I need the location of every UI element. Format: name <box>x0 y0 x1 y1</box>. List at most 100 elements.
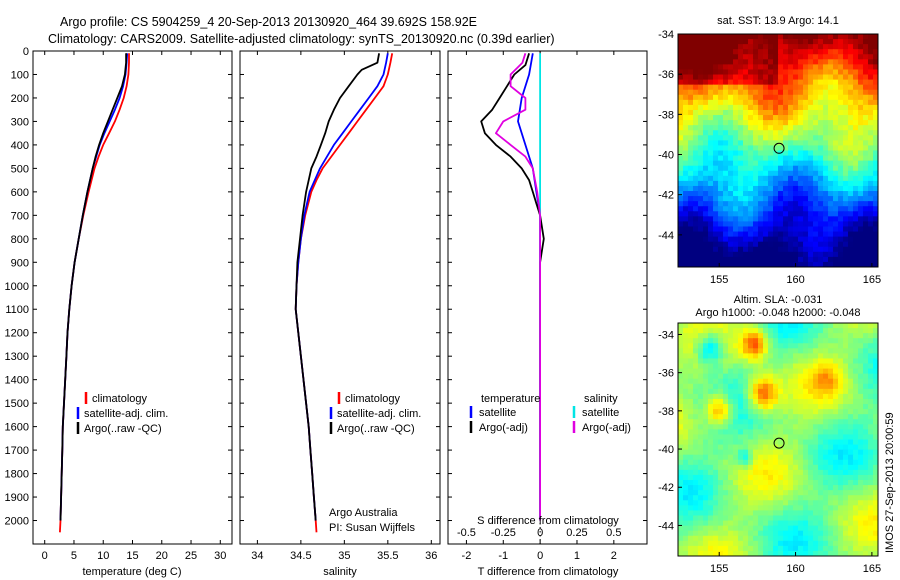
map-cell <box>698 550 704 556</box>
map-cell <box>678 500 684 506</box>
map-cell <box>788 201 794 207</box>
map-cell <box>748 201 754 207</box>
map-cell <box>738 145 744 152</box>
map-cell <box>713 175 719 182</box>
map-cell <box>698 348 704 354</box>
map-cell <box>703 160 709 167</box>
map-cell <box>698 165 704 172</box>
map-cell <box>683 474 689 481</box>
legend-climatology: climatology <box>345 393 401 405</box>
map-cell <box>763 323 769 329</box>
map-cell <box>798 424 804 430</box>
map-cell <box>723 94 729 101</box>
map-cell <box>858 94 864 101</box>
map-cell <box>768 383 774 390</box>
map-cell <box>703 383 709 390</box>
map-cell <box>808 424 814 430</box>
map-cell <box>738 34 744 40</box>
map-cell <box>793 469 799 476</box>
map-cell <box>683 251 689 258</box>
map-cell <box>693 89 699 96</box>
map-cell <box>863 474 869 481</box>
map-cell <box>753 140 759 147</box>
map-cell <box>868 150 874 157</box>
map-cell <box>778 246 784 253</box>
map-cell <box>818 454 824 461</box>
map-cell <box>773 535 779 542</box>
map-cell <box>793 79 799 86</box>
map-cell <box>738 454 744 461</box>
map-cell <box>848 485 854 491</box>
map-cell <box>703 343 709 349</box>
map-cell <box>708 515 714 522</box>
map-cell <box>818 49 824 55</box>
map-cell <box>868 115 874 121</box>
map-cell <box>678 363 684 370</box>
map-cell <box>703 109 709 116</box>
map-cell <box>843 185 849 192</box>
map-cell <box>768 348 774 354</box>
map-cell <box>833 434 839 441</box>
map-cell <box>728 54 734 60</box>
map-cell <box>848 196 854 202</box>
map-cell <box>823 495 829 501</box>
map-cell <box>703 429 709 436</box>
map-cell <box>863 44 869 50</box>
temperature-plot-frame <box>32 50 233 545</box>
y-tick-label: 600 <box>11 187 29 199</box>
map-cell <box>833 505 839 512</box>
map-cell <box>848 520 854 527</box>
map-cell <box>763 429 769 436</box>
map-cell <box>843 196 849 202</box>
map-cell <box>733 353 739 360</box>
map-cell <box>868 424 874 430</box>
map-cell <box>823 464 829 471</box>
map-cell <box>773 226 779 233</box>
map-cell <box>778 241 784 248</box>
map-cell <box>693 140 699 147</box>
map-cell <box>728 145 734 152</box>
map-cell <box>868 429 874 436</box>
map-cell <box>823 221 829 228</box>
map-cell <box>693 180 699 187</box>
map-cell <box>788 191 794 197</box>
map-cell <box>863 236 869 243</box>
map-cell <box>808 155 814 162</box>
map-cell <box>763 383 769 390</box>
map-cell <box>853 464 859 471</box>
map-cell <box>873 530 878 537</box>
map-cell <box>838 256 844 263</box>
map-cell <box>748 348 754 354</box>
map-cell <box>843 74 849 81</box>
map-cell <box>708 480 714 486</box>
map-cell <box>718 429 724 436</box>
map-cell <box>798 363 804 370</box>
map-cell <box>718 84 724 91</box>
map-cell <box>728 510 734 517</box>
map-cell <box>788 368 794 375</box>
map-cell <box>818 530 824 537</box>
map-cell <box>838 358 844 365</box>
map-cell <box>738 221 744 228</box>
map-cell <box>698 261 704 267</box>
map-cell <box>768 130 774 136</box>
map-cell <box>813 180 819 187</box>
map-cell <box>708 241 714 248</box>
map-cell <box>783 530 789 537</box>
map-cell <box>688 39 694 45</box>
map-cell <box>738 469 744 476</box>
map-cell <box>863 540 869 547</box>
map-cell <box>723 109 729 116</box>
map-cell <box>838 185 844 192</box>
map-cell <box>753 520 759 527</box>
map-cell <box>773 525 779 532</box>
map-cell <box>868 89 874 96</box>
map-cell <box>683 84 689 91</box>
map-cell <box>868 39 874 45</box>
map-cell <box>743 363 749 370</box>
map-cell <box>723 545 729 552</box>
map-cell <box>858 495 864 501</box>
map-cell <box>803 388 809 395</box>
map-cell <box>858 328 864 334</box>
map-cell <box>703 236 709 243</box>
